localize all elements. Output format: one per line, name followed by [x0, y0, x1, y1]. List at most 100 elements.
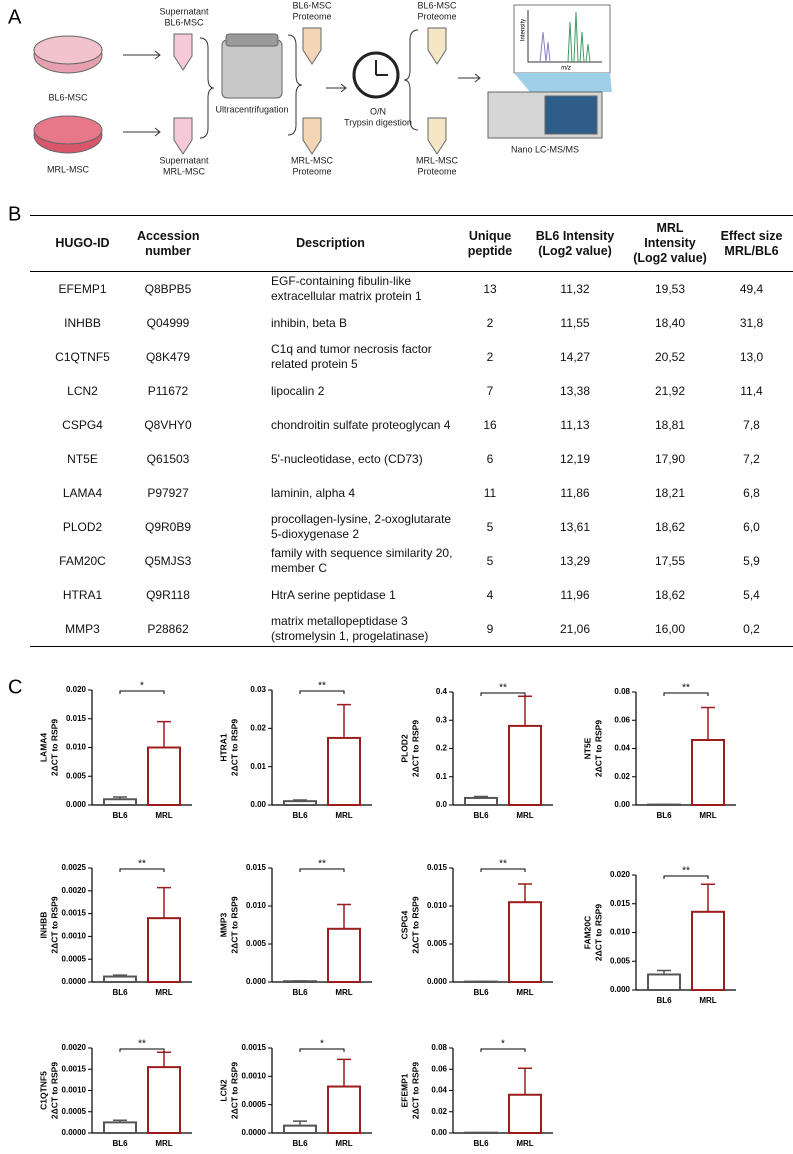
petri-dish — [33, 35, 103, 65]
y-axis-label: LAMA4 — [38, 733, 48, 763]
bar — [327, 1085, 361, 1134]
table-cell: HTRA1 — [62, 587, 103, 602]
table-row: INHBB Q04999 inhibin, beta B 2 11,55 18,40 31,… — [30, 306, 793, 340]
significance-label: ** — [499, 859, 507, 870]
label: Trypsin digestion — [344, 117, 412, 127]
error-bar — [113, 974, 127, 977]
table-cell: 17,90 — [654, 451, 686, 466]
table-cell: 17,55 — [654, 553, 686, 568]
bar-chart: 0.000 0.005 0.010 0.015 0.020 LAMA4 2ΔCT to RS… — [38, 681, 192, 820]
table-cell: Q61503 — [146, 451, 190, 466]
y-tick-label: 0.01 — [250, 762, 266, 771]
x-tick-label: MRL — [335, 811, 352, 820]
label: BL6-MSC — [164, 17, 204, 27]
tube — [302, 27, 322, 65]
y-tick-label: 0.0000 — [62, 1128, 87, 1137]
y-tick-label: 0.06 — [614, 715, 630, 724]
y-tick-label: 0.010 — [66, 743, 87, 752]
y-axis-label: INHBB — [38, 912, 48, 939]
brace — [199, 37, 215, 139]
label: BL6-MSC — [417, 0, 457, 10]
table-cell: 2 — [486, 349, 494, 364]
error-bar — [157, 886, 171, 919]
y-tick-label: 0.00 — [250, 800, 266, 809]
x-tick-label: MRL — [516, 988, 533, 997]
table-cell: INHBB — [64, 315, 101, 330]
bar — [147, 1066, 181, 1134]
y-tick-label: 0.4 — [436, 687, 448, 696]
bar — [691, 739, 725, 807]
bar — [508, 724, 542, 807]
y-tick-label: 0.1 — [436, 772, 448, 781]
y-tick-label: 0.02 — [614, 772, 630, 781]
table-row: EFEMP1 Q8BPB5 EGF-containing fibulin-like … — [30, 272, 793, 307]
instrument-panel — [544, 95, 598, 135]
y-tick-label: 0.000 — [66, 800, 87, 809]
y-tick-label: 0.0005 — [62, 1107, 87, 1116]
label: Proteome — [292, 11, 331, 21]
x-tick-label: BL6 — [656, 996, 672, 1005]
y-axis-label: FAM20C — [582, 916, 592, 950]
label: Proteome — [417, 166, 456, 176]
y-tick-label: 0.0005 — [242, 1100, 267, 1109]
table-row: FAM20C Q5MJS3 family with sequence similar… — [30, 544, 793, 578]
panel-label: B — [8, 203, 21, 225]
y-axis-label: 2ΔCT to RSP9 — [593, 904, 603, 961]
table-cell: 4 — [486, 587, 494, 602]
table-cell: 5'-nucleotidase, ecto (CD73) — [271, 451, 423, 466]
arrow — [123, 50, 161, 137]
table-cell: family with sequence similarity 20, memb… — [271, 546, 453, 575]
y-tick-label: 0.06 — [431, 1064, 447, 1073]
spectrum-peaks — [539, 31, 551, 63]
table-cell: 6,0 — [743, 519, 760, 534]
table-cell: 11,32 — [560, 281, 590, 296]
bar-chart: 0.00 0.01 0.02 0.03 HTRA1 2ΔCT to RSP9 BL6 MRL *… — [218, 681, 372, 820]
significance-label: * — [320, 1039, 324, 1050]
y-axis-label: 2ΔCT to RSP9 — [593, 720, 603, 777]
significance-label: * — [501, 1039, 505, 1050]
bar-chart: 0.0000 0.0005 0.0010 0.0015 LCN2 2ΔCT to RSP9… — [218, 1039, 372, 1148]
table-row: LCN2 P11672 lipocalin 2 7 13,38 21,92 11,4 — [30, 374, 793, 408]
y-tick-label: 0.010 — [246, 901, 267, 910]
y-tick-label: 0.04 — [431, 1086, 447, 1095]
error-bar — [701, 706, 715, 741]
bar — [147, 746, 181, 806]
error-bar — [518, 1067, 532, 1095]
x-tick-label: BL6 — [656, 811, 672, 820]
significance-bracket — [119, 690, 165, 694]
significance-label: ** — [318, 859, 326, 870]
table-cell: EGF-containing fibulin-like extracellula… — [271, 274, 422, 303]
bar — [327, 927, 361, 983]
bar — [283, 1124, 317, 1134]
arrow — [458, 73, 481, 83]
table-cell: LCN2 — [67, 383, 98, 398]
label: MRL-MSC — [47, 164, 89, 174]
table-cell: 0,2 — [710, 612, 793, 647]
y-axis-label: MMP3 — [218, 912, 228, 937]
bar — [283, 800, 317, 807]
table-cell: 18,21 — [654, 485, 686, 500]
table-cell: P97927 — [147, 485, 189, 500]
error-bar — [157, 1051, 171, 1068]
y-tick-label: 0.015 — [610, 899, 631, 908]
x-tick-label: MRL — [335, 1139, 352, 1148]
label: MRL-MSC — [416, 155, 458, 165]
tube — [427, 117, 447, 155]
column-header: Unique peptide — [460, 215, 520, 272]
y-axis-label: C1QTNF5 — [38, 1071, 48, 1110]
table-cell: 21,92 — [654, 383, 686, 398]
bar — [508, 1093, 542, 1134]
tube — [427, 27, 447, 65]
error-bar — [157, 720, 171, 748]
y-tick-label: 0.02 — [250, 723, 266, 732]
bar — [464, 796, 498, 806]
x-tick-label: BL6 — [112, 811, 128, 820]
label: BL6-MSC — [292, 0, 332, 10]
zoom-wedge — [514, 73, 612, 92]
x-tick-label: MRL — [155, 988, 172, 997]
y-tick-label: 0.005 — [610, 956, 631, 965]
y-axis-label: 2ΔCT to RSP9 — [49, 719, 59, 776]
x-tick-label: BL6 — [292, 988, 308, 997]
y-tick-label: 0.0010 — [242, 1071, 267, 1080]
